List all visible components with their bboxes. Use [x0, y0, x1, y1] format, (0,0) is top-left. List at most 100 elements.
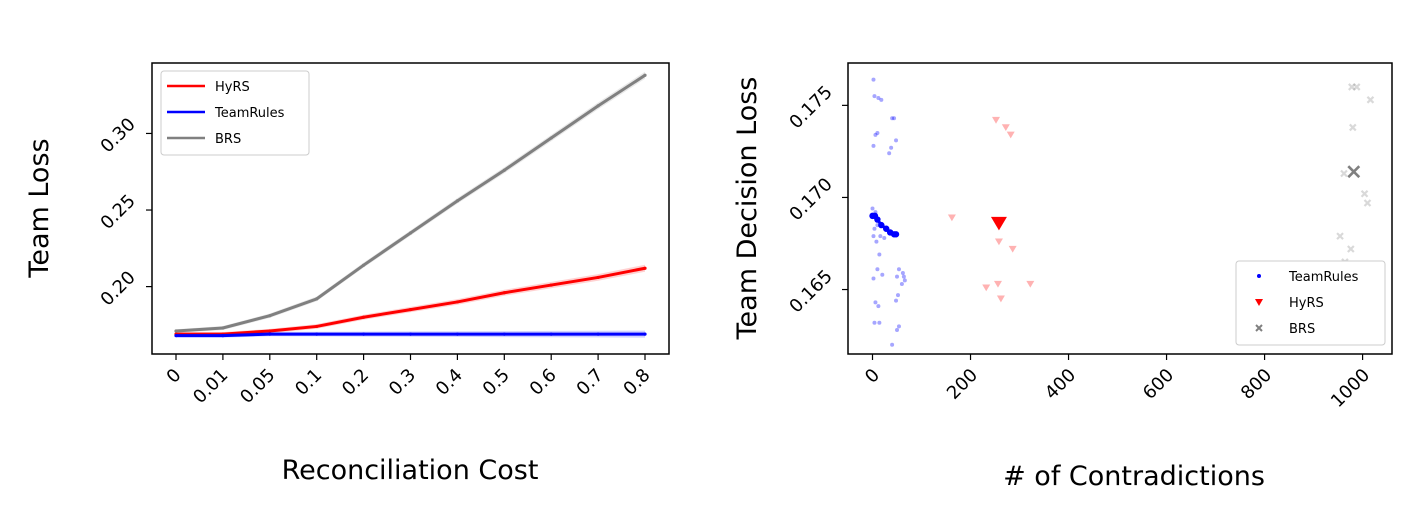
- y-tick-label: 0.175: [785, 82, 836, 133]
- scatter-point-teamrules: [901, 274, 906, 279]
- left-x-ticks: 0 0.01 0.05 0.1 0.2 0.3 0.4 0.5 0.6 0.7 0.8: [163, 354, 655, 408]
- point-brs: [174, 329, 178, 333]
- point-teamrules: [362, 332, 366, 336]
- scatter-point-teamrules: [894, 138, 899, 143]
- point-hyrs: [502, 291, 506, 295]
- y-tick-label: 0.170: [785, 174, 836, 225]
- scatter-point-hyrs: [996, 295, 1005, 303]
- scatter-point-brs: [1340, 169, 1348, 178]
- right-legend: TeamRules HyRS BRS: [1235, 260, 1386, 346]
- scatter-point-teamrules: [889, 145, 894, 150]
- point-brs: [502, 168, 506, 172]
- point-teamrules: [643, 332, 647, 336]
- scatter-point-teamrules: [894, 298, 899, 303]
- legend-label-hyrs-right: HyRS: [1289, 296, 1324, 311]
- left-series-layer: [174, 71, 647, 338]
- legend-label-brs: BRS: [215, 132, 241, 147]
- scatter-point-brs: [1360, 189, 1369, 198]
- scatter-point-teamrules: [876, 95, 881, 100]
- scatter-point-teamrules: [896, 267, 901, 272]
- point-brs: [315, 297, 319, 301]
- scatter-point-hyrs: [1001, 124, 1010, 132]
- scatter-point-teamrules: [895, 293, 900, 298]
- x-tick-label: 400: [1041, 365, 1080, 404]
- scatter-point-teamrules: [879, 97, 884, 102]
- left-legend: HyRS TeamRules BRS: [160, 70, 310, 156]
- scatter-point-teamrules: [900, 270, 905, 275]
- legend-marker-teamrules: [1257, 274, 1261, 278]
- scatter-point-teamrules: [877, 252, 882, 257]
- point-hyrs: [268, 329, 272, 333]
- x-tick-label: 0: [861, 365, 884, 388]
- scatter-point-teamrules: [871, 276, 876, 281]
- right-x-ticks: 0 200 400 600 800 1000: [861, 354, 1374, 412]
- point-brs: [596, 104, 600, 108]
- x-tick-label: 0: [163, 365, 186, 388]
- x-tick-label: 200: [943, 365, 982, 404]
- y-tick-label: 0.25: [97, 191, 140, 234]
- scatter-point-brs: [1347, 245, 1355, 253]
- mean-point-teamrules: [874, 216, 881, 223]
- y-tick-label: 0.20: [97, 267, 140, 310]
- point-hyrs: [549, 283, 553, 287]
- x-tick-label: 1000: [1327, 365, 1374, 412]
- point-brs: [268, 314, 272, 318]
- scatter-point-teamrules: [872, 226, 877, 231]
- scatter-point-teamrules: [880, 272, 885, 277]
- x-tick-label: 0.7: [573, 365, 608, 400]
- x-tick-label: 0.8: [619, 365, 654, 400]
- scatter-point-teamrules: [873, 132, 878, 137]
- point-teamrules: [502, 332, 506, 336]
- point-brs: [549, 136, 553, 140]
- point-brs: [362, 263, 366, 267]
- x-tick-label: 0.3: [385, 365, 420, 400]
- scatter-point-teamrules: [882, 235, 887, 240]
- legend-marker-brs: [1255, 324, 1263, 332]
- scatter-point-teamrules: [895, 328, 900, 333]
- x-tick-label: 0.05: [236, 365, 279, 408]
- point-teamrules: [315, 332, 319, 336]
- scatter-point-hyrs: [993, 280, 1002, 288]
- point-hyrs: [408, 307, 413, 312]
- x-tick-label: 800: [1237, 365, 1276, 404]
- scatter-point-teamrules: [873, 300, 878, 305]
- right-y-axis-label: Team Decision Loss: [732, 77, 763, 341]
- left-y-ticks: 0.20 0.25 0.30: [97, 114, 152, 310]
- right-chart: 0 200 400 600 800 1000 0.165 0.170 0.175 # of C…: [732, 62, 1393, 492]
- x-tick-label: 0.1: [291, 365, 326, 400]
- right-series-layer: [869, 77, 1375, 347]
- point-teamrules: [408, 332, 413, 336]
- scatter-point-teamrules: [874, 239, 879, 244]
- scatter-point-hyrs: [1006, 131, 1015, 139]
- y-tick-label: 0.30: [97, 114, 140, 157]
- scatter-point-teamrules: [890, 342, 895, 347]
- scatter-point-brs: [1363, 199, 1372, 207]
- point-teamrules: [174, 334, 178, 338]
- mean-point-teamrules: [878, 221, 885, 229]
- scatter-point-hyrs: [994, 238, 1003, 246]
- scatter-point-teamrules: [899, 282, 904, 287]
- scatter-point-teamrules: [878, 234, 883, 239]
- scatter-point-teamrules: [892, 116, 897, 121]
- x-tick-label: 0.5: [479, 365, 514, 400]
- point-teamrules: [221, 334, 225, 338]
- scatter-point-hyrs: [1026, 280, 1035, 288]
- scatter-point-teamrules: [870, 206, 875, 211]
- right-plot-frame: [847, 62, 1393, 355]
- legend-marker-hyrs: [1255, 299, 1263, 306]
- scatter-point-teamrules: [872, 94, 877, 99]
- legend-label-teamrules: TeamRules: [214, 106, 285, 121]
- left-legend-box: [160, 70, 310, 156]
- legend-label-brs-right: BRS: [1289, 322, 1315, 337]
- point-hyrs: [455, 300, 459, 304]
- point-teamrules: [455, 332, 459, 336]
- scatter-point-brs: [1352, 83, 1361, 91]
- point-hyrs: [643, 266, 647, 270]
- point-teamrules: [268, 332, 272, 336]
- point-hyrs: [315, 324, 319, 329]
- x-tick-label: 0.01: [189, 365, 232, 408]
- point-teamrules: [549, 332, 553, 336]
- left-chart: 0 0.01 0.05 0.1 0.2 0.3 0.4 0.5 0.6 0.7 0.8 0.200.…: [24, 62, 670, 486]
- scatter-point-hyrs: [992, 116, 1001, 124]
